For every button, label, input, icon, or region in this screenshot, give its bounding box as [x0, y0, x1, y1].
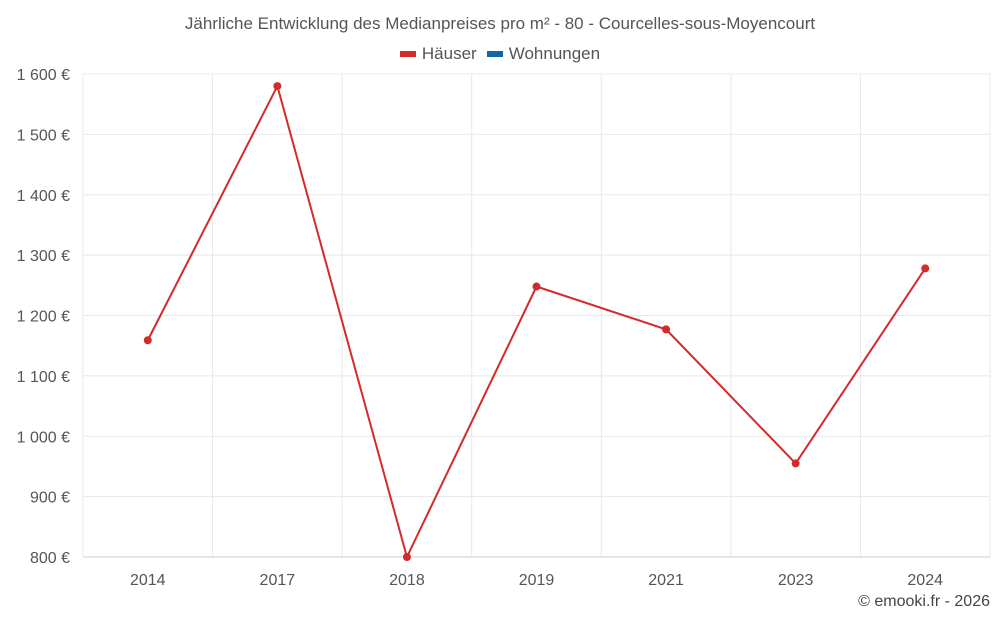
chart-title: Jährliche Entwicklung des Medianpreises … [184, 14, 816, 33]
x-tick-label: 2021 [648, 572, 684, 589]
series-line [146, 83, 927, 560]
data-point [921, 264, 930, 273]
y-tick-label: 1 000 € [17, 429, 70, 446]
y-tick-label: 900 € [30, 490, 70, 507]
x-tick-label: 2019 [519, 572, 555, 589]
legend-swatch-houses [399, 51, 416, 57]
x-tick-label: 2024 [907, 572, 943, 589]
legend: Häuser Wohnungen [0, 44, 1000, 64]
x-tick-label: 2014 [130, 572, 166, 589]
y-tick-label: 1 500 € [17, 127, 70, 144]
y-tick-label: 1 100 € [17, 369, 70, 386]
y-tick-label: 800 € [30, 550, 70, 567]
y-tick-label: 1 300 € [17, 248, 70, 265]
data-point [662, 325, 671, 334]
data-point [532, 282, 541, 291]
data-point [273, 82, 282, 91]
data-point [402, 553, 411, 561]
legend-item-apartments[interactable]: Wohnungen [486, 44, 601, 64]
legend-item-houses[interactable]: Häuser [399, 44, 477, 64]
x-tick-label: 2023 [778, 572, 814, 589]
x-tick-label: 2017 [260, 572, 296, 589]
legend-label-apartments: Wohnungen [508, 44, 601, 63]
x-tick-label: 2018 [389, 572, 425, 589]
legend-swatch-apartments [486, 51, 503, 57]
y-tick-label: 1 400 € [17, 188, 70, 205]
y-tick-label: 1 200 € [17, 309, 70, 326]
data-point [791, 459, 800, 468]
y-tick-label: 1 600 € [17, 67, 70, 84]
data-point [143, 336, 152, 345]
legend-label-houses: Häuser [421, 44, 477, 63]
credit: © emooki.fr - 2026 [858, 593, 990, 610]
